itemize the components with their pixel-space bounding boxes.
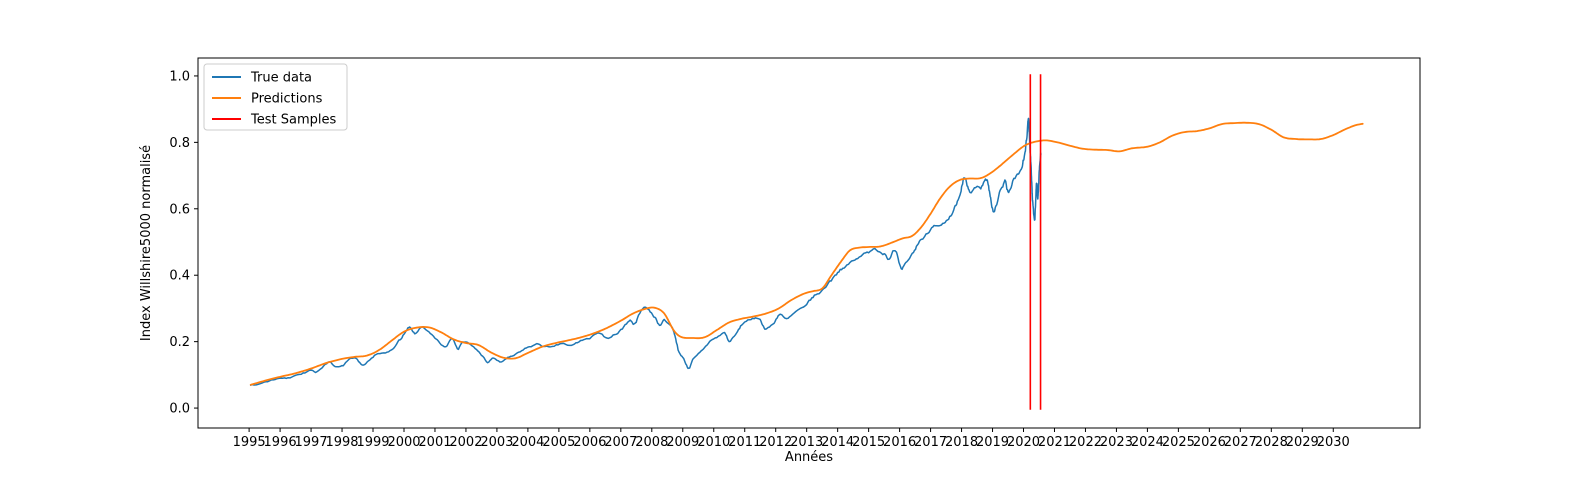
x-tick-label: 2015 xyxy=(852,435,885,450)
y-tick-label: 1.0 xyxy=(169,69,190,84)
x-axis-ticks: 1995199619971998199920002001200220032004… xyxy=(233,428,1350,450)
x-tick-label: 2009 xyxy=(666,435,699,450)
x-tick-label: 2004 xyxy=(511,435,544,450)
y-axis-ticks: 0.0 0.2 0.4 0.6 0.8 1.0 xyxy=(169,69,198,417)
x-tick-label: 2018 xyxy=(945,435,978,450)
x-tick-label: 2005 xyxy=(542,435,575,450)
legend-box xyxy=(203,63,348,131)
x-tick-label: 2020 xyxy=(1007,435,1040,450)
y-tick-label: 0.8 xyxy=(169,136,190,151)
test-sample-lines xyxy=(1029,74,1042,410)
x-tick-label: 2008 xyxy=(635,435,668,450)
y-tick-label: 0.6 xyxy=(169,202,190,217)
x-tick-label: 2017 xyxy=(914,435,947,450)
x-tick-label: 2014 xyxy=(821,435,854,450)
x-tick-label: 1998 xyxy=(325,435,358,450)
x-tick-label: 1996 xyxy=(264,435,297,450)
x-tick-label: 2019 xyxy=(976,435,1009,450)
legend-label: True data xyxy=(250,71,312,86)
y-axis-label: Index Willshire5000 normalisé xyxy=(139,145,154,341)
x-tick-label: 2022 xyxy=(1069,435,1102,450)
y-tick-label: 0.0 xyxy=(169,402,190,417)
x-tick-label: 2027 xyxy=(1224,435,1257,450)
y-tick-label: 0.2 xyxy=(169,335,190,350)
legend-label: Predictions xyxy=(251,92,323,107)
x-tick-label: 1999 xyxy=(356,435,389,450)
x-tick-label: 2028 xyxy=(1255,435,1288,450)
x-tick-label: 2016 xyxy=(883,435,916,450)
x-tick-label: 2013 xyxy=(790,435,823,450)
x-tick-label: 2011 xyxy=(728,435,761,450)
x-tick-label: 2025 xyxy=(1162,435,1195,450)
x-tick-label: 1997 xyxy=(295,435,328,450)
x-tick-label: 2010 xyxy=(697,435,730,450)
legend: True data Predictions Test Samples xyxy=(203,63,348,131)
plot-area xyxy=(197,57,1421,429)
x-tick-label: 2029 xyxy=(1286,435,1319,450)
predictions-line xyxy=(249,121,1364,386)
x-tick-label: 2026 xyxy=(1193,435,1226,450)
x-tick-label: 2023 xyxy=(1100,435,1133,450)
x-tick-label: 1995 xyxy=(233,435,266,450)
x-tick-label: 2024 xyxy=(1131,435,1164,450)
x-tick-label: 2002 xyxy=(449,435,482,450)
series-lines xyxy=(249,117,1364,386)
x-tick-label: 2030 xyxy=(1317,435,1350,450)
x-tick-label: 2000 xyxy=(387,435,420,450)
legend-label: Test Samples xyxy=(250,113,336,128)
x-tick-label: 2007 xyxy=(604,435,637,450)
x-tick-label: 2006 xyxy=(573,435,606,450)
y-tick-label: 0.4 xyxy=(169,269,190,284)
x-tick-label: 2012 xyxy=(759,435,792,450)
x-tick-label: 2021 xyxy=(1038,435,1071,450)
x-tick-label: 2001 xyxy=(418,435,451,450)
x-axis-label: Années xyxy=(785,450,833,465)
true-data-line xyxy=(249,117,1042,386)
x-tick-label: 2003 xyxy=(480,435,513,450)
